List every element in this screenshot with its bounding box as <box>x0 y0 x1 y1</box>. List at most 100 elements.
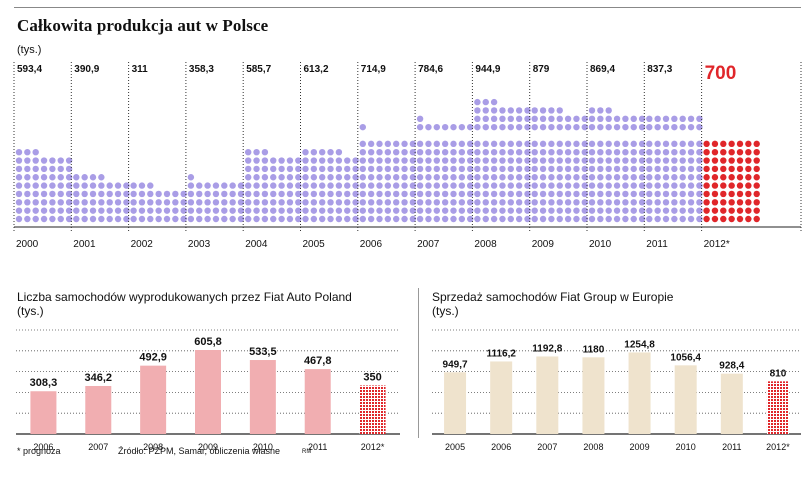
total-dot <box>65 182 73 189</box>
total-dot <box>499 190 506 198</box>
total-dot <box>49 199 56 206</box>
total-dot <box>515 140 523 148</box>
total-dot <box>172 215 179 223</box>
total-dot <box>261 157 269 164</box>
total-dot <box>720 174 727 181</box>
total-dot <box>384 174 392 181</box>
total-dot <box>180 199 187 206</box>
total-dot <box>728 174 735 181</box>
total-dot <box>98 215 105 223</box>
total-dot <box>490 215 498 223</box>
total-dot <box>180 215 187 223</box>
total-dot <box>474 140 481 148</box>
total-dot <box>703 157 710 164</box>
total-dot <box>319 207 326 214</box>
total-dot <box>433 123 440 131</box>
total-dot <box>302 165 309 173</box>
group-category-label: 2007 <box>537 442 557 452</box>
total-dot <box>416 215 424 223</box>
total-dot <box>638 115 646 123</box>
total-dot <box>524 215 531 223</box>
total-dot <box>261 207 269 214</box>
total-dot <box>687 157 695 164</box>
total-dot <box>441 140 449 148</box>
total-dot <box>73 215 80 223</box>
fiat-bar <box>195 349 221 434</box>
fiat-category-label: 2012* <box>361 442 385 452</box>
total-dot <box>564 140 572 148</box>
total-dot <box>32 165 39 173</box>
total-dot <box>711 165 719 173</box>
total-dot <box>327 174 334 181</box>
total-dot <box>646 149 653 156</box>
total-dot <box>638 182 646 189</box>
total-dot <box>24 190 31 198</box>
total-dot <box>531 140 538 148</box>
total-dot <box>376 165 383 173</box>
total-dot <box>123 190 130 198</box>
total-dot <box>654 149 661 156</box>
total-dot <box>458 140 466 148</box>
total-dot <box>539 190 547 198</box>
total-dot <box>335 157 343 164</box>
total-dot <box>703 174 710 181</box>
total-dot <box>57 157 64 164</box>
total-dot <box>253 149 260 156</box>
total-dot <box>319 165 326 173</box>
total-dot <box>24 149 31 156</box>
total-dot <box>564 149 572 156</box>
total-dot <box>499 174 506 181</box>
total-dot <box>745 215 752 223</box>
total-dot <box>531 215 538 223</box>
total-dot <box>671 123 678 131</box>
total-dot <box>564 157 572 164</box>
group-value-label: 949,7 <box>443 359 468 370</box>
total-dot <box>654 165 661 173</box>
total-dot <box>556 182 563 189</box>
total-dot <box>467 215 474 223</box>
total-dot <box>548 215 555 223</box>
total-value-label: 837,3 <box>647 64 672 75</box>
total-dot <box>187 215 195 223</box>
total-dot <box>605 149 612 156</box>
total-dot <box>245 174 252 181</box>
total-dot <box>654 174 661 181</box>
total-dot <box>531 190 538 198</box>
total-dot <box>556 123 563 131</box>
total-dot <box>720 140 727 148</box>
total-dot <box>57 190 64 198</box>
total-dot <box>98 182 105 189</box>
total-dot <box>573 157 580 164</box>
group-category-label: 2011 <box>722 442 741 452</box>
total-dot <box>130 190 137 198</box>
total-dot <box>393 215 400 223</box>
total-dot <box>310 174 318 181</box>
total-dot <box>671 149 678 156</box>
total-dot <box>57 199 64 206</box>
total-dot <box>401 165 408 173</box>
total-value-label: 311 <box>132 64 149 75</box>
panel-divider <box>418 288 419 438</box>
total-dot <box>548 149 555 156</box>
total-dot <box>376 140 383 148</box>
total-dot <box>573 149 580 156</box>
total-dot <box>441 123 449 131</box>
total-dot <box>605 207 612 214</box>
total-dot <box>40 190 48 198</box>
total-dot <box>278 174 285 181</box>
total-dot <box>319 149 326 156</box>
total-dot <box>15 165 23 173</box>
total-dot <box>441 215 449 223</box>
total-dot <box>720 165 727 173</box>
total-dot <box>270 190 277 198</box>
total-dot <box>458 174 466 181</box>
total-dot <box>302 149 309 156</box>
total-dot <box>507 165 514 173</box>
total-dot <box>696 123 703 131</box>
total-dot <box>187 182 195 189</box>
total-value-label: 714,9 <box>361 64 386 75</box>
total-dot <box>441 182 449 189</box>
total-dot <box>507 115 514 123</box>
group-bar <box>674 365 697 434</box>
